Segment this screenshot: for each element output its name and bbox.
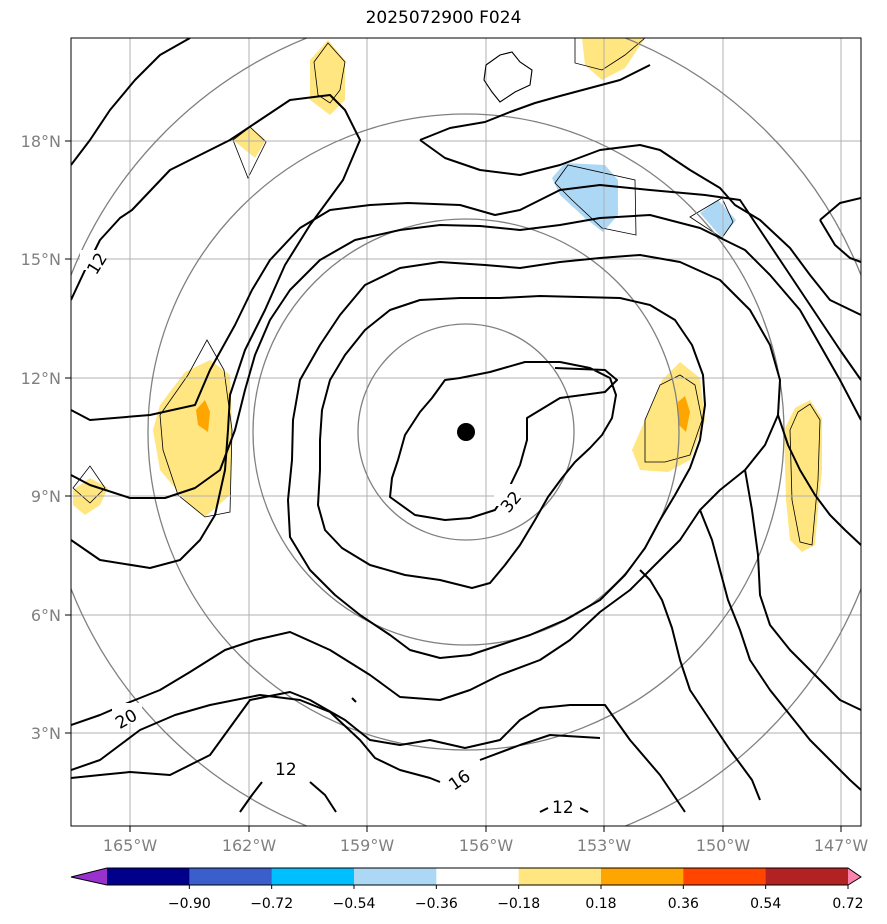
longitude-label: 150°W bbox=[696, 836, 751, 855]
range-ring bbox=[357, 323, 575, 541]
colorbar-outline bbox=[70, 867, 862, 886]
contour-lines bbox=[71, 38, 861, 813]
shading-outline bbox=[574, 38, 646, 71]
colorbar-tick-label: −0.90 bbox=[168, 896, 211, 912]
contour-line bbox=[71, 184, 861, 421]
longitude-labels: 165°W 162°W 159°W 156°W 153°W 150°W 147°… bbox=[103, 836, 869, 855]
negative-anomaly-area bbox=[552, 163, 618, 232]
contour-line bbox=[819, 197, 861, 221]
contour-line bbox=[419, 139, 861, 316]
colorbar-tick-label: 0.36 bbox=[668, 896, 699, 912]
storm-center-dot bbox=[457, 423, 475, 441]
latitude-label: 12°N bbox=[21, 369, 61, 388]
latitude-labels: 18°N 15°N 12°N 9°N 6°N 3°N bbox=[21, 132, 61, 743]
colorbar-extension-low bbox=[71, 868, 107, 885]
colorbar-swatches bbox=[71, 868, 861, 885]
positive-anomaly-area bbox=[582, 38, 645, 80]
contour-line bbox=[579, 807, 589, 813]
map-panel: 12 20 12 16 32 12 bbox=[71, 38, 861, 826]
longitude-label: 162°W bbox=[222, 836, 277, 855]
latitude-label: 3°N bbox=[31, 724, 61, 743]
graticule bbox=[71, 38, 861, 826]
colorbar-swatch bbox=[765, 868, 849, 885]
latitude-label: 6°N bbox=[31, 606, 61, 625]
positive-anomaly-area bbox=[153, 360, 232, 517]
coastline-island bbox=[483, 51, 533, 103]
colorbar-swatch bbox=[436, 868, 520, 885]
longitude-label: 147°W bbox=[814, 836, 869, 855]
contour-line bbox=[239, 781, 263, 813]
contour-line bbox=[777, 414, 861, 546]
colorbar-tick-label: 0.54 bbox=[750, 896, 781, 912]
colorbar-tick-label: 0.72 bbox=[832, 896, 863, 912]
contour-line bbox=[419, 64, 651, 141]
contour-line bbox=[819, 219, 861, 263]
colorbar-swatch bbox=[683, 868, 767, 885]
coastlines bbox=[398, 38, 533, 103]
negative-anomaly-area bbox=[700, 200, 736, 238]
shading-outline bbox=[689, 197, 734, 239]
shading-outline bbox=[554, 164, 637, 236]
colorbar-swatch bbox=[518, 868, 602, 885]
colorbar-tick-label: −0.36 bbox=[415, 896, 458, 912]
contour-line bbox=[71, 38, 191, 166]
colorbar-swatch bbox=[354, 868, 437, 885]
contour-line bbox=[71, 694, 441, 783]
colorbar-swatch bbox=[601, 868, 684, 885]
longitude-label: 159°W bbox=[340, 836, 395, 855]
contour-line bbox=[71, 691, 686, 813]
longitude-label: 153°W bbox=[577, 836, 632, 855]
positive-anomaly-area bbox=[632, 362, 705, 472]
contour-label: 12 bbox=[275, 760, 297, 780]
shading-outline bbox=[789, 403, 821, 546]
shading-outline bbox=[72, 465, 106, 504]
shading-outline bbox=[313, 42, 346, 104]
contour-line bbox=[71, 254, 781, 726]
colorbar-swatch bbox=[189, 868, 273, 885]
positive-anomaly-area bbox=[678, 396, 690, 432]
contour-line bbox=[539, 807, 549, 813]
contour-line bbox=[639, 569, 761, 801]
map-frame bbox=[70, 37, 862, 827]
map-title: 2025072900 F024 bbox=[365, 8, 522, 28]
positive-anomaly-area bbox=[196, 400, 210, 432]
colorbar-ticks: −0.90 −0.72 −0.54 −0.36 −0.18 0.18 0.36 0.54 0.7… bbox=[168, 885, 864, 912]
range-ring bbox=[252, 218, 680, 646]
latitude-label: 15°N bbox=[21, 250, 61, 269]
colorbar-swatch bbox=[271, 868, 355, 885]
colorbar-tick-label: 0.18 bbox=[585, 896, 616, 912]
contour-line bbox=[71, 94, 361, 569]
contour-line bbox=[699, 509, 861, 791]
colorbar-swatch bbox=[107, 868, 190, 885]
colorbar-extension-high bbox=[848, 868, 861, 885]
colorbar-tick-label: −0.18 bbox=[497, 896, 540, 912]
contour-line bbox=[309, 781, 337, 813]
latitude-label: 18°N bbox=[21, 132, 61, 151]
shading-outline bbox=[159, 339, 233, 518]
contour-label: 12 bbox=[552, 798, 574, 818]
longitude-label: 156°W bbox=[459, 836, 514, 855]
contour-line bbox=[744, 469, 861, 711]
contour-line bbox=[351, 697, 357, 703]
colorbar-tick-label: −0.54 bbox=[333, 896, 376, 912]
contour-line bbox=[479, 734, 601, 761]
latitude-label: 9°N bbox=[31, 487, 61, 506]
axis-ticks bbox=[65, 140, 842, 832]
contour-line bbox=[71, 214, 861, 499]
colorbar-tick-label: −0.72 bbox=[250, 896, 293, 912]
colorbar: −0.90 −0.72 −0.54 −0.36 −0.18 0.18 0.36 0.54 0.7… bbox=[70, 867, 864, 912]
longitude-label: 165°W bbox=[103, 836, 158, 855]
